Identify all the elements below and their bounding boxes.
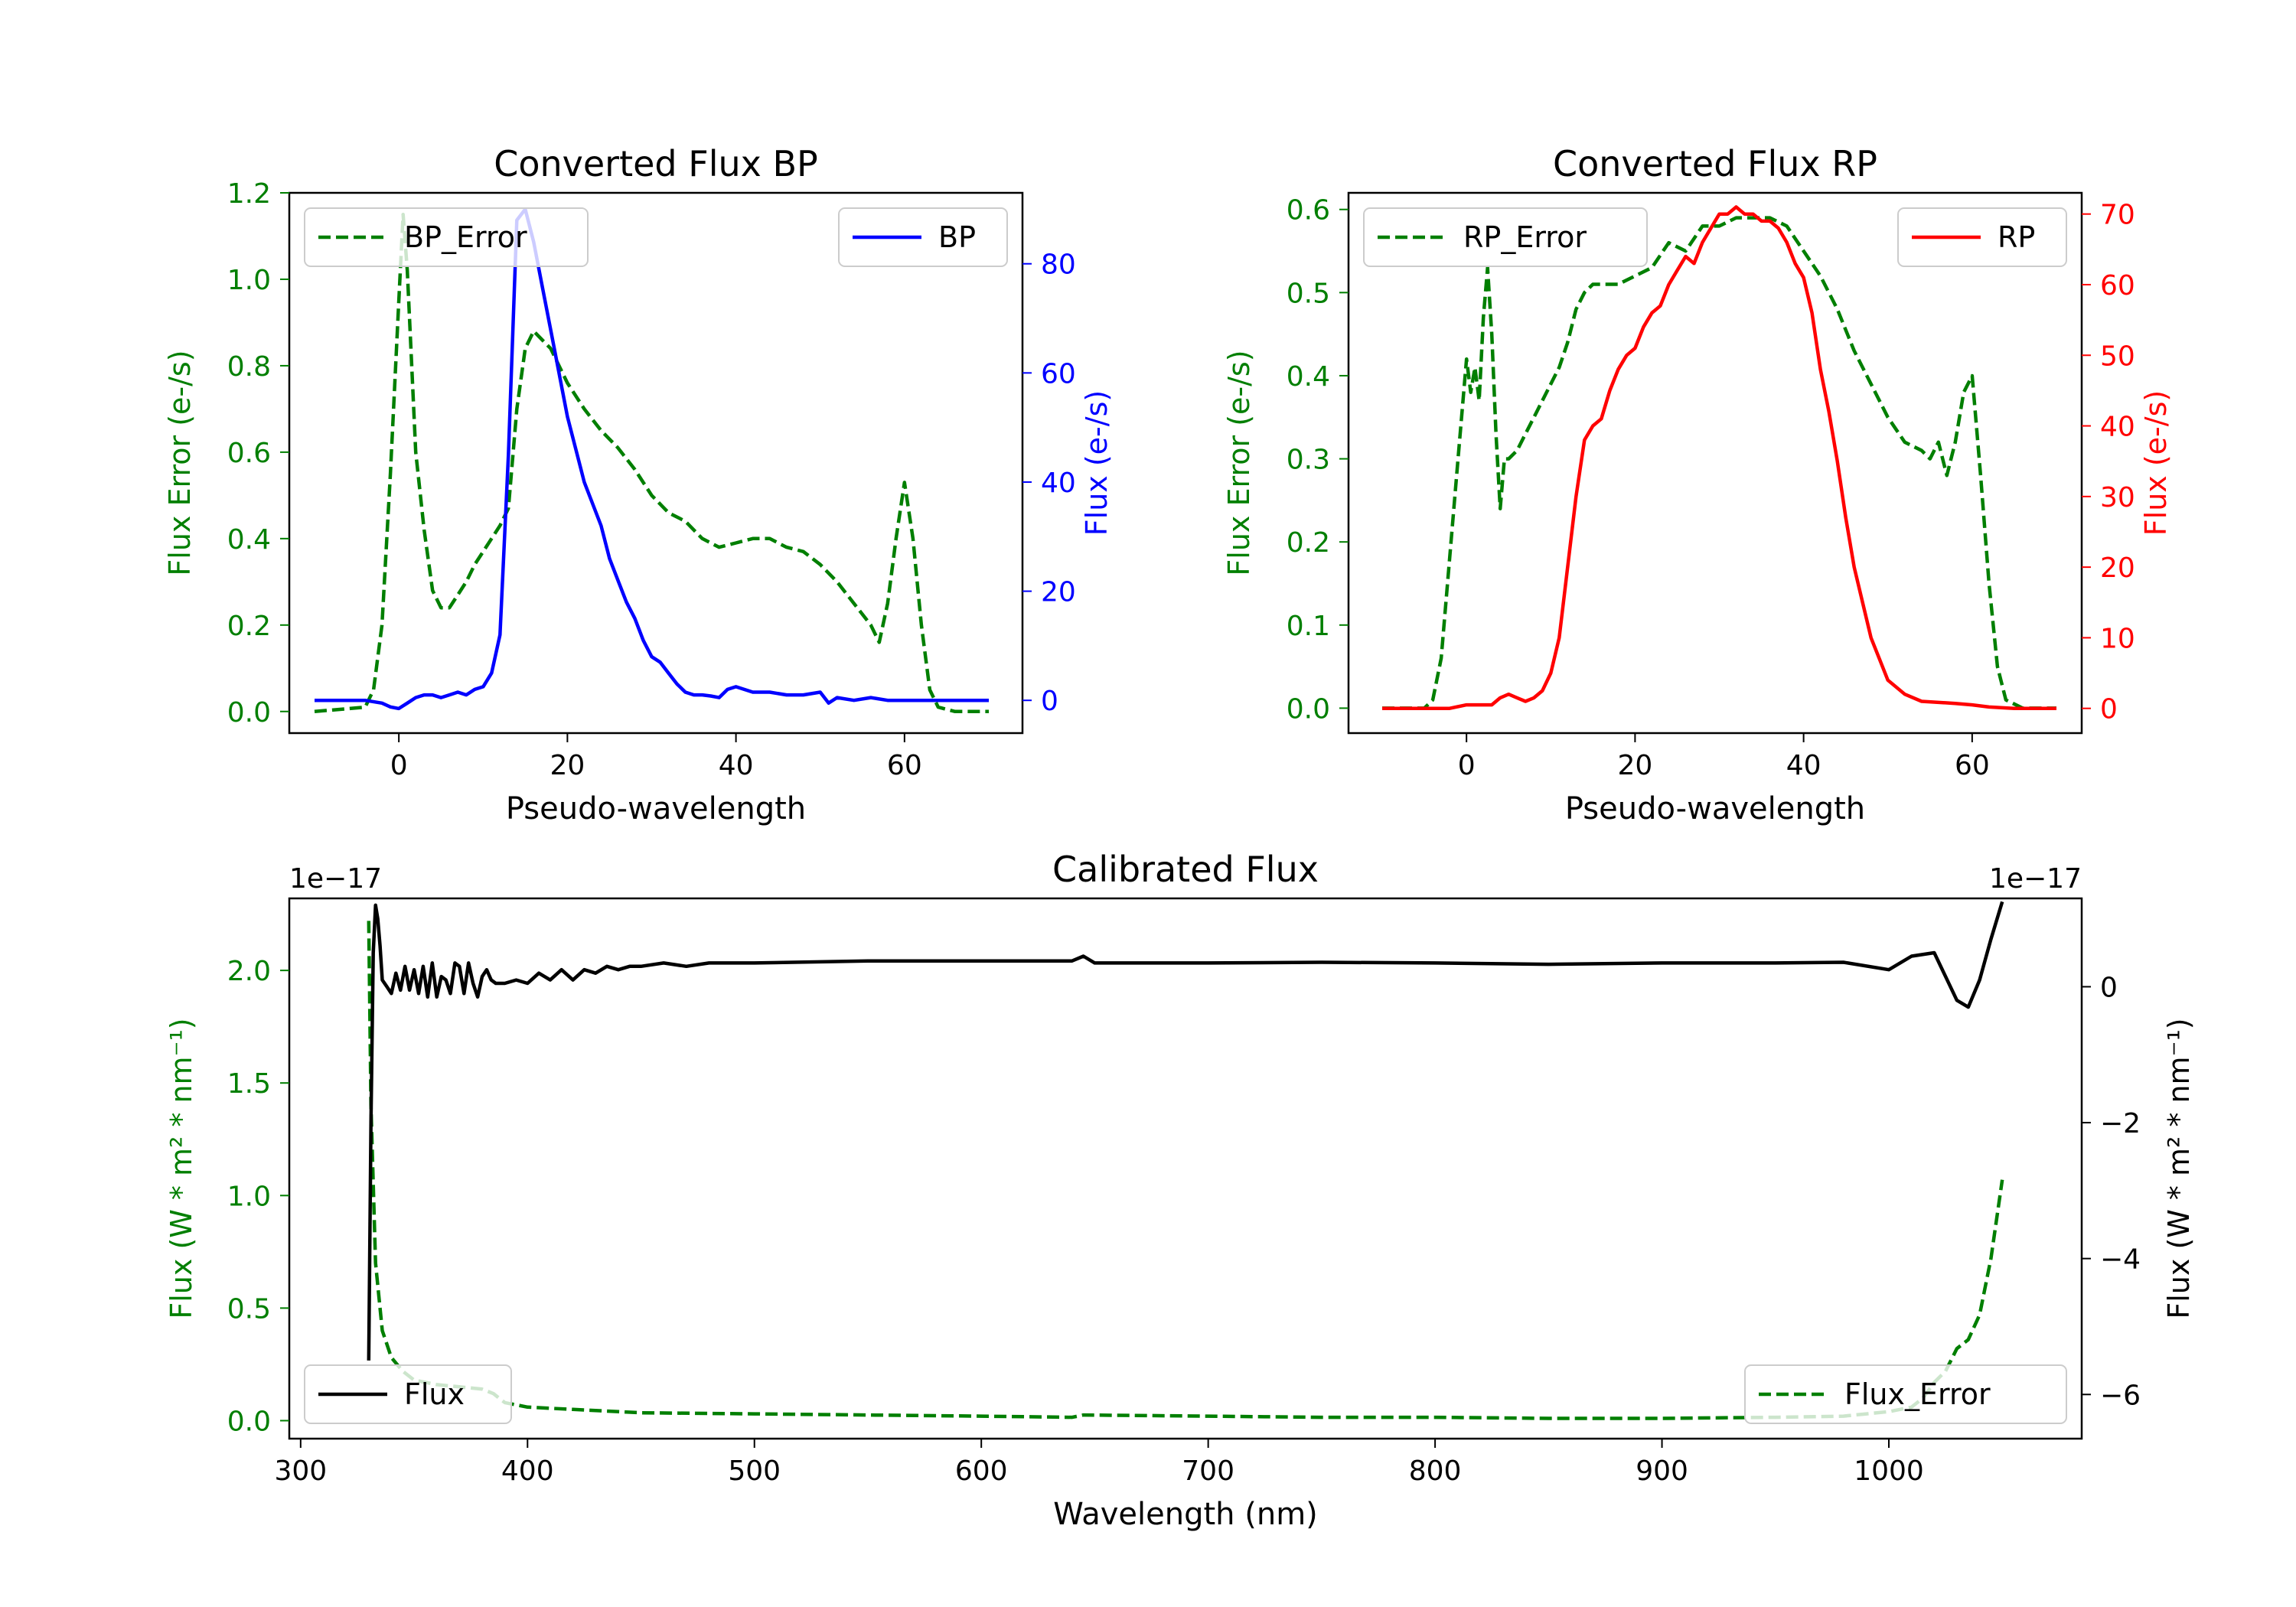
- x-tick-label: 300: [274, 1455, 327, 1487]
- right-y-tick-label: 20: [1041, 577, 1076, 608]
- left-y-tick-label: 1.2: [227, 178, 271, 210]
- right-y-tick-label: 50: [2100, 341, 2135, 372]
- chart-panel-2: Converted Flux RP 0 20 40 60 Pseudo-wavelengt…: [1222, 143, 2173, 826]
- right-y-axis-label: Flux (e-/s): [1080, 390, 1114, 536]
- x-tick-label: 600: [955, 1455, 1008, 1487]
- left-y-tick-label: 1.0: [227, 1181, 271, 1212]
- legend-label: RP_Error: [1463, 220, 1587, 254]
- chart-panel-3: Calibrated Flux 300 400 500 600 700 800 900 1000…: [165, 849, 2196, 1532]
- x-tick-label: 60: [1955, 750, 1990, 781]
- left-y-axis-label: Flux Error (e-/s): [1222, 350, 1256, 575]
- left-y-tick-label: 0.0: [227, 697, 271, 729]
- left-offset-text: 1e−17: [289, 863, 382, 895]
- axes-frame: [288, 191, 1024, 735]
- legend-rp-error: RP_Error: [1363, 207, 1648, 267]
- left-y-tick-label: 0.5: [1287, 278, 1330, 309]
- left-y-tick-label: 1.0: [227, 265, 271, 296]
- left-y-tick-label: 0.4: [227, 524, 271, 556]
- right-y-tick-label: 0: [2100, 694, 2118, 725]
- x-tick-label: 0: [1458, 750, 1476, 781]
- x-tick-label: 20: [550, 750, 585, 781]
- left-y-tick-label: 0.5: [227, 1293, 271, 1325]
- chart-title: Calibrated Flux: [1052, 849, 1319, 890]
- x-tick-label: 500: [728, 1455, 781, 1487]
- left-y-tick-label: 0.2: [227, 611, 271, 642]
- right-y-axis-label: Flux (e-/s): [2139, 390, 2173, 536]
- x-tick-label: 40: [1786, 750, 1821, 781]
- legend-flux-error: Flux_Error: [1744, 1364, 2067, 1424]
- right-y-tick-label: 60: [1041, 358, 1076, 390]
- right-y-tick-label: 30: [2100, 482, 2135, 513]
- right-y-tick-label: 80: [1041, 249, 1076, 281]
- left-y-tick-label: 0.3: [1287, 445, 1330, 476]
- right-y-axis-label: Flux (W * m² * nm⁻¹): [2162, 1018, 2196, 1319]
- left-y-axis-label: Flux (W * m² * nm⁻¹): [165, 1018, 198, 1319]
- x-axis-label: Pseudo-wavelength: [506, 791, 806, 826]
- legend-label: BP_Error: [404, 220, 527, 254]
- axes-frame: [288, 897, 2083, 1440]
- right-y-tick-label: −6: [2100, 1380, 2141, 1411]
- right-y-tick-label: 0: [2100, 972, 2118, 1003]
- x-tick-label: 700: [1182, 1455, 1234, 1487]
- series-line-flux: [367, 901, 2004, 1361]
- legend-bp-error: BP_Error: [304, 207, 589, 267]
- left-y-tick-label: 0.4: [1287, 361, 1330, 393]
- series-line-bp-error: [314, 212, 989, 714]
- right-y-tick-label: 10: [2100, 623, 2135, 654]
- x-tick-label: 900: [1636, 1455, 1688, 1487]
- x-axis-label: Wavelength (nm): [1053, 1497, 1318, 1532]
- series-line-bp: [315, 207, 989, 711]
- series-line-flux-error: [367, 921, 2004, 1420]
- chart-panel-1: Converted Flux BP 0 20 40 60 Pseudo-wavelengt…: [163, 143, 1114, 826]
- right-y-tick-label: 70: [2100, 200, 2135, 231]
- axes-frame: [1347, 191, 2083, 735]
- legend-label: Flux_Error: [1844, 1377, 1991, 1411]
- chart-title: Converted Flux RP: [1553, 143, 1877, 184]
- legend-label: Flux: [404, 1377, 465, 1411]
- chart-title: Converted Flux BP: [494, 143, 818, 184]
- left-y-tick-label: 0.1: [1287, 611, 1330, 642]
- left-y-tick-label: 0.0: [227, 1406, 271, 1437]
- right-y-tick-label: 0: [1041, 686, 1058, 717]
- legend-rp: RP: [1897, 207, 2067, 267]
- right-y-tick-label: 40: [1041, 468, 1076, 499]
- right-offset-text: 1e−17: [1989, 863, 2082, 895]
- left-y-tick-label: 0.6: [227, 438, 271, 469]
- left-y-tick-label: 0.0: [1287, 693, 1330, 725]
- x-tick-label: 800: [1409, 1455, 1462, 1487]
- x-tick-label: 40: [719, 750, 754, 781]
- legend-bp: BP: [838, 207, 1008, 267]
- right-y-tick-label: 20: [2100, 553, 2135, 584]
- right-y-tick-label: −2: [2100, 1108, 2141, 1139]
- left-y-tick-label: 0.2: [1287, 527, 1330, 559]
- legend-label: RP: [1998, 220, 2035, 254]
- left-y-tick-label: 1.5: [227, 1068, 271, 1100]
- x-axis-label: Pseudo-wavelength: [1565, 791, 1865, 826]
- right-y-tick-label: 60: [2100, 270, 2135, 302]
- series-line-rp-error: [1382, 216, 2056, 710]
- legend-label: BP: [938, 220, 976, 254]
- x-tick-label: 60: [887, 750, 922, 781]
- left-y-axis-label: Flux Error (e-/s): [163, 350, 197, 575]
- right-y-tick-label: 40: [2100, 412, 2135, 443]
- legend-flux: Flux: [304, 1364, 512, 1424]
- series-line-rp: [1382, 205, 2056, 710]
- x-tick-label: 1000: [1854, 1455, 1924, 1487]
- x-tick-label: 0: [390, 750, 408, 781]
- left-y-tick-label: 2.0: [227, 956, 271, 987]
- x-tick-label: 400: [501, 1455, 554, 1487]
- x-tick-label: 20: [1617, 750, 1652, 781]
- left-y-tick-label: 0.8: [227, 351, 271, 383]
- left-y-tick-label: 0.6: [1287, 195, 1330, 227]
- right-y-tick-label: −4: [2100, 1244, 2141, 1276]
